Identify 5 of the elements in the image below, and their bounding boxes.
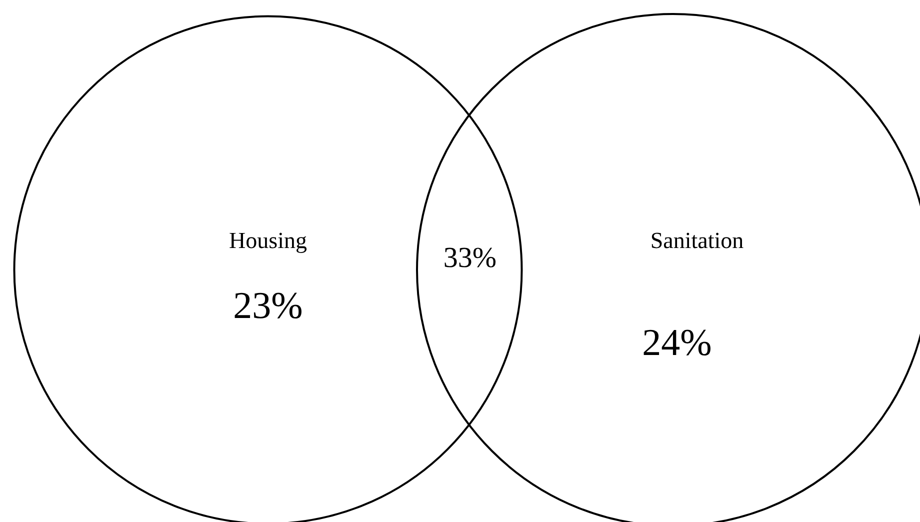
data-label: 33% (443, 242, 497, 274)
category-label: Sanitation (650, 228, 744, 253)
data-label: 24% (642, 322, 712, 364)
category-label: Housing (229, 228, 308, 253)
data-label: 23% (233, 285, 303, 327)
